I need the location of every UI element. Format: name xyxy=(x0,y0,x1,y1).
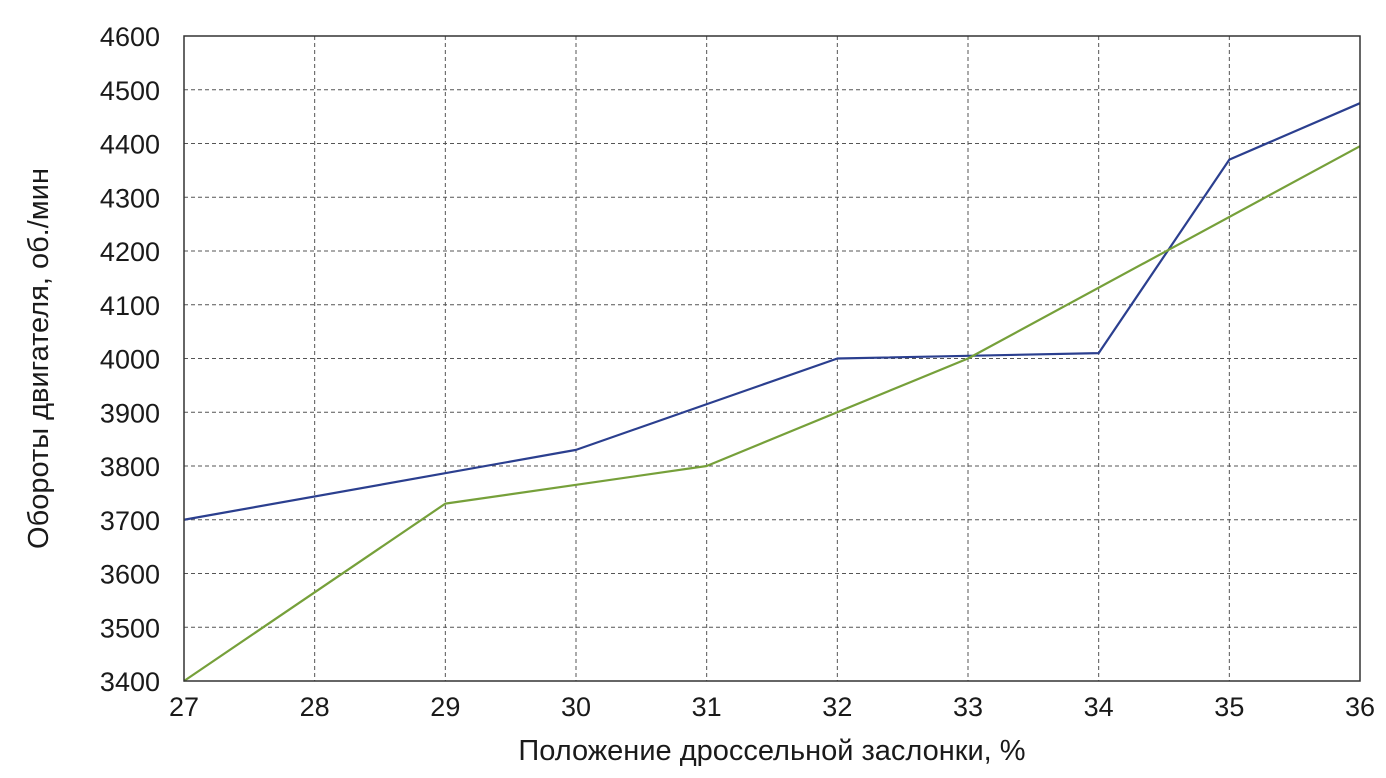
series-layer xyxy=(183,102,1361,682)
grid xyxy=(184,36,1360,681)
y-axis-title: Обороты двигателя, об./мин xyxy=(23,168,55,549)
x-tick-label: 28 xyxy=(300,692,330,722)
y-tick-label: 4000 xyxy=(100,345,160,375)
y-tick-label: 3500 xyxy=(100,613,160,643)
y-tick-label: 3400 xyxy=(100,667,160,697)
x-axis-title: Положение дроссельной заслонки, % xyxy=(518,735,1025,767)
y-tick-label: 4400 xyxy=(100,130,160,160)
y-tick-label: 3600 xyxy=(100,560,160,590)
y-tick-label: 4100 xyxy=(100,291,160,321)
tick-labels: 27 28 29 30 31 32 33 34 35 36 3400 3500 3600 3700 3800… xyxy=(100,22,1375,722)
x-tick-label: 29 xyxy=(430,692,460,722)
x-tick-label: 36 xyxy=(1345,692,1375,722)
y-tick-label: 3700 xyxy=(100,506,160,536)
y-tick-label: 4200 xyxy=(100,237,160,267)
x-tick-label: 34 xyxy=(1084,692,1114,722)
y-tick-label: 4500 xyxy=(100,76,160,106)
plot-frame xyxy=(183,35,1361,682)
x-tick-label: 32 xyxy=(822,692,852,722)
x-tick-label: 30 xyxy=(561,692,591,722)
y-tick-label: 4600 xyxy=(100,22,160,52)
series-line-2 xyxy=(183,145,1361,682)
x-tick-label: 33 xyxy=(953,692,983,722)
series-line-1 xyxy=(183,102,1361,521)
x-tick-label: 27 xyxy=(169,692,199,722)
y-tick-label: 4300 xyxy=(100,183,160,213)
x-tick-label: 35 xyxy=(1214,692,1244,722)
y-tick-label: 3800 xyxy=(100,452,160,482)
x-tick-label: 31 xyxy=(692,692,722,722)
y-tick-label: 3900 xyxy=(100,398,160,428)
